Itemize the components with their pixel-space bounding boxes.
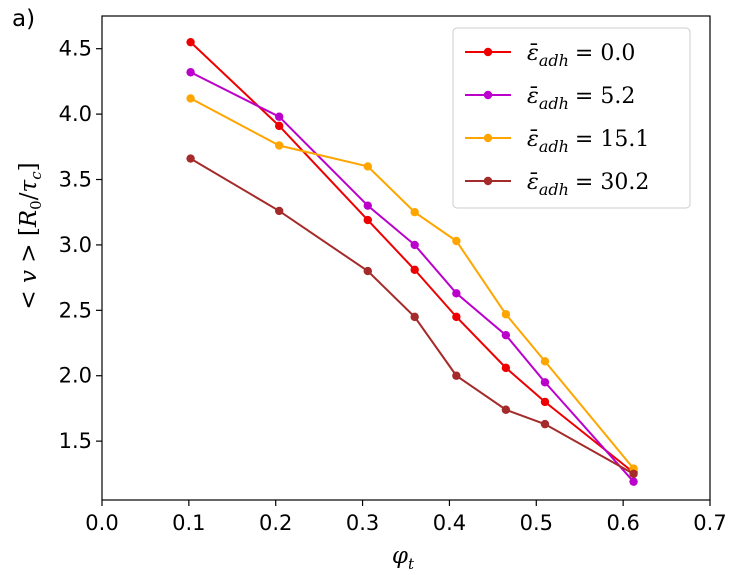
y-tick-label: 2.5	[59, 298, 92, 322]
data-point	[363, 215, 372, 225]
legend-marker	[483, 90, 493, 100]
y-tick-label: 3.5	[59, 168, 92, 192]
data-point	[540, 357, 550, 366]
x-tick-label: 0.4	[433, 511, 466, 535]
panel-label: a)	[12, 6, 35, 32]
legend-marker	[483, 133, 493, 143]
series-1	[186, 68, 638, 486]
legend-item: ε̄adh = 15.1	[465, 127, 649, 156]
data-point	[274, 141, 284, 150]
y-axis-title: < v > [R0/τc]	[16, 162, 45, 309]
x-tick-label: 0.0	[85, 511, 118, 535]
legend-marker	[483, 176, 493, 186]
legend-item: ε̄adh = 5.2	[465, 84, 635, 113]
legend-label: ε̄adh = 5.2	[527, 84, 635, 113]
data-point	[410, 312, 419, 322]
data-point	[363, 266, 372, 276]
data-point	[629, 477, 638, 486]
y-tick-label: 1.5	[59, 429, 92, 453]
data-point	[501, 330, 511, 340]
data-point	[186, 94, 195, 103]
y-tick-label: 3.0	[59, 233, 92, 257]
x-tick-label: 0.2	[259, 511, 292, 535]
legend-label: ε̄adh = 0.0	[527, 41, 635, 70]
series-line	[189, 41, 635, 474]
y-tick-label: 2.0	[59, 364, 92, 388]
x-axis: 0.0 0.1 0.2 0.3 0.4 0.5 0.6 0.7	[85, 500, 727, 535]
y-tick-label: 4.0	[59, 102, 92, 126]
axes-frame	[101, 15, 711, 501]
x-tick-label: 0.5	[520, 511, 553, 535]
series-2	[186, 94, 638, 473]
series-line	[190, 71, 635, 483]
legend-item: ε̄adh = 0.0	[465, 41, 635, 70]
x-tick-label: 0.3	[346, 511, 379, 535]
series-line	[190, 157, 635, 475]
data-point	[452, 289, 461, 298]
data-point	[186, 37, 195, 47]
data-point	[501, 405, 511, 414]
series-line	[190, 97, 635, 470]
y-tick-label: 4.5	[59, 37, 92, 61]
legend: ε̄adh = 0.0 ε̄adh = 5.2 ε̄adh = 15.1 ε̄adh = 30…	[452, 27, 691, 209]
data-point	[501, 363, 511, 373]
data-point	[274, 121, 284, 131]
data-point	[501, 310, 511, 319]
legend-marker	[483, 47, 493, 57]
data-point	[540, 419, 550, 429]
data-point	[410, 240, 419, 250]
data-point	[410, 265, 419, 274]
y-axis: 1.5 2.0 2.5 3.0 3.5 4.0 4.5	[59, 37, 102, 453]
data-point	[540, 378, 550, 387]
series-layer	[186, 37, 638, 486]
data-point	[452, 312, 461, 322]
legend-box	[452, 27, 691, 209]
x-tick-label: 0.6	[606, 511, 639, 535]
data-point	[540, 397, 550, 407]
series-3	[186, 154, 638, 479]
legend-label: ε̄adh = 15.1	[527, 127, 649, 156]
x-tick-label: 0.7	[693, 511, 726, 535]
data-point	[363, 162, 372, 171]
data-point	[274, 206, 284, 216]
data-point	[186, 154, 195, 163]
plot-area-frame	[101, 15, 711, 501]
data-point	[410, 208, 419, 217]
data-point	[452, 236, 461, 246]
legend-item: ε̄adh = 30.2	[465, 170, 649, 199]
data-point	[186, 68, 195, 77]
data-point	[274, 112, 284, 121]
x-tick-label: 0.1	[172, 511, 205, 535]
data-point	[629, 469, 638, 479]
data-point	[452, 371, 461, 380]
data-point	[363, 201, 372, 210]
x-axis-title: φt	[392, 543, 415, 573]
legend-label: ε̄adh = 30.2	[527, 170, 649, 199]
